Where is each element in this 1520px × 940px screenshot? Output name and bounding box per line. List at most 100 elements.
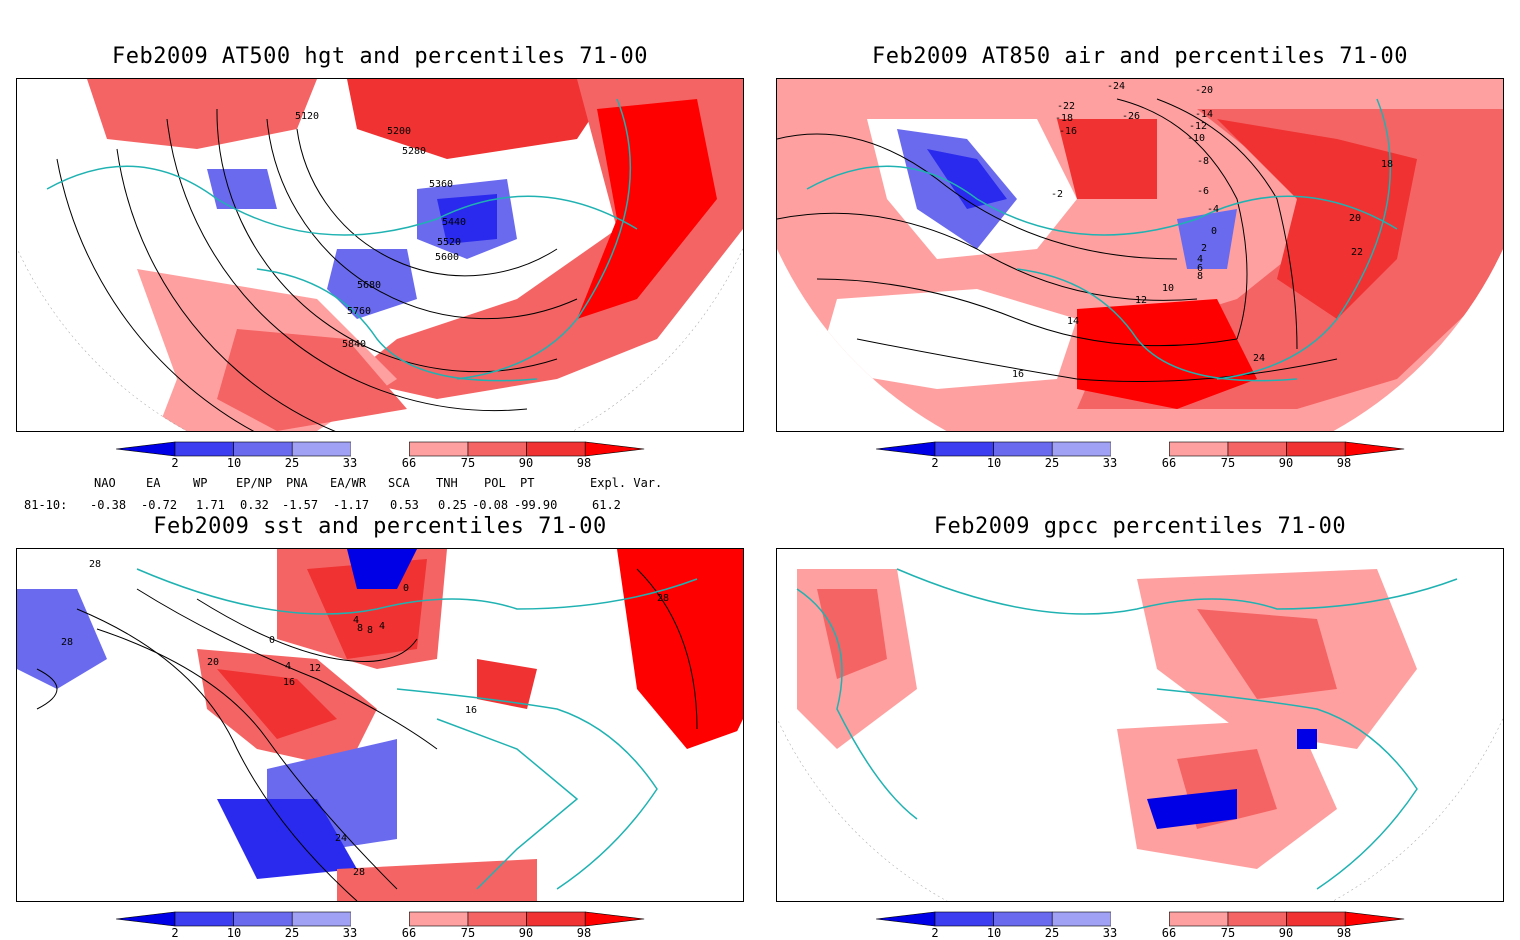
tick: 66 <box>402 456 416 470</box>
svg-text:28: 28 <box>657 593 669 604</box>
tick: 25 <box>1045 926 1059 940</box>
svg-text:-12: -12 <box>1189 121 1207 132</box>
svg-text:8: 8 <box>367 625 373 636</box>
map-panel-gpcc <box>776 548 1504 902</box>
tick: 90 <box>519 456 533 470</box>
map-panel-hgt500: 5120 5200 5280 5360 5440 5520 5600 5680 … <box>16 78 744 432</box>
colorbar-segment <box>1227 911 1287 927</box>
svg-text:16: 16 <box>283 677 295 688</box>
index-value: -99.90 <box>514 498 558 512</box>
svg-text:18: 18 <box>1381 159 1393 170</box>
svg-text:0: 0 <box>269 635 275 646</box>
svg-text:-20: -20 <box>1195 85 1213 96</box>
index-value: 1.71 <box>196 498 225 512</box>
index-header: POL <box>484 476 506 490</box>
svg-text:8: 8 <box>1197 271 1203 282</box>
svg-text:-8: -8 <box>1197 156 1209 167</box>
index-value: -1.57 <box>282 498 319 512</box>
colorbar-segment <box>409 911 469 927</box>
svg-text:0: 0 <box>1211 226 1217 237</box>
svg-text:20: 20 <box>1349 213 1361 224</box>
svg-text:24: 24 <box>335 833 347 844</box>
colorbar-segment <box>526 911 586 927</box>
svg-text:2: 2 <box>1201 243 1207 254</box>
svg-text:22: 22 <box>1351 247 1363 258</box>
svg-text:5200: 5200 <box>387 126 411 137</box>
colorbar-arrow-right <box>1344 911 1405 927</box>
index-value: 0.53 <box>390 498 419 512</box>
index-header: PT <box>520 476 535 490</box>
tick: 10 <box>227 926 241 940</box>
svg-text:28: 28 <box>89 559 101 570</box>
colorbar-arrow-left <box>876 911 936 927</box>
tick: 25 <box>285 926 299 940</box>
panel-title-p4: Feb2009 gpcc percentiles 71-00 <box>933 514 1347 539</box>
colorbar-arrow-right <box>584 441 645 457</box>
tick: 66 <box>402 926 416 940</box>
colorbar-segment <box>233 911 293 927</box>
tick: 10 <box>987 926 1001 940</box>
panel-title-p1: Feb2009 AT500 hgt and percentiles 71-00 <box>111 44 649 69</box>
svg-text:12: 12 <box>309 663 321 674</box>
svg-text:5440: 5440 <box>442 217 466 228</box>
colorbar-segment <box>233 441 293 457</box>
contour-labels: -24 -20 -16 -14 -12 -10 -8 -6 -4 -2 0 2 … <box>1012 81 1393 380</box>
colorbar-2: 2 10 25 33 66 75 90 98 <box>876 441 1405 470</box>
index-header: SCA <box>388 476 410 490</box>
svg-text:5360: 5360 <box>429 179 453 190</box>
svg-text:20: 20 <box>207 657 219 668</box>
colorbar-segment <box>1110 912 1170 926</box>
colorbar-segment <box>467 911 527 927</box>
svg-text:10: 10 <box>1162 283 1174 294</box>
tick: 90 <box>1279 456 1293 470</box>
colorbar-arrow-right <box>584 911 645 927</box>
index-value: 61.2 <box>592 498 621 512</box>
map-panel-air850: -24 -20 -16 -14 -12 -10 -8 -6 -4 -2 0 2 … <box>776 78 1504 432</box>
colorbar-arrow-left <box>116 441 176 457</box>
svg-text:5600: 5600 <box>435 252 459 263</box>
tick: 66 <box>1162 926 1176 940</box>
index-value: -0.08 <box>472 498 509 512</box>
svg-text:16: 16 <box>465 705 477 716</box>
tick: 98 <box>577 456 591 470</box>
index-header: WP <box>193 476 208 490</box>
svg-text:-10: -10 <box>1187 133 1205 144</box>
tick: 33 <box>1103 456 1117 470</box>
svg-text:4: 4 <box>379 621 385 632</box>
tick: 98 <box>1337 926 1351 940</box>
svg-text:4: 4 <box>285 661 291 672</box>
svg-text:5120: 5120 <box>295 111 319 122</box>
tick: 25 <box>285 456 299 470</box>
map-gpcc <box>777 549 1503 901</box>
colorbar-arrow-left <box>116 911 176 927</box>
tick: 2 <box>931 926 938 940</box>
colorbar-arrow-right <box>1344 441 1405 457</box>
svg-text:-18: -18 <box>1055 113 1073 124</box>
index-header: NAO <box>94 476 116 490</box>
tick: 33 <box>343 926 357 940</box>
map-hgt500: 5120 5200 5280 5360 5440 5520 5600 5680 … <box>17 79 743 431</box>
tick: 66 <box>1162 456 1176 470</box>
colorbar-arrow-left <box>876 441 936 457</box>
svg-text:4: 4 <box>353 615 359 626</box>
index-header: EA <box>146 476 161 490</box>
svg-text:8: 8 <box>357 623 363 634</box>
svg-text:-14: -14 <box>1195 109 1213 120</box>
map-sst: 28 28 20 0 4 8 12 16 24 28 28 16 0 4 8 4 <box>17 549 743 901</box>
colorbar-segment <box>409 441 469 457</box>
tick: 90 <box>519 926 533 940</box>
svg-text:14: 14 <box>1067 316 1079 327</box>
svg-text:-2: -2 <box>1051 189 1063 200</box>
svg-text:5680: 5680 <box>357 280 381 291</box>
colorbar-segment <box>1051 441 1112 457</box>
tick: 10 <box>987 456 1001 470</box>
colorbar-segment <box>1286 441 1346 457</box>
contour-labels: 5120 5200 5280 5360 5440 5520 5600 5680 … <box>295 111 466 350</box>
colorbar-segment <box>993 441 1053 457</box>
colorbar-segment <box>350 442 410 456</box>
colorbar-segment <box>467 441 527 457</box>
contour-labels: 28 28 20 0 4 8 12 16 24 28 28 16 0 4 8 4 <box>61 559 669 878</box>
index-header: PNA <box>286 476 308 490</box>
index-row-label: 81-10: <box>24 498 68 512</box>
colorbar-segment <box>526 441 586 457</box>
